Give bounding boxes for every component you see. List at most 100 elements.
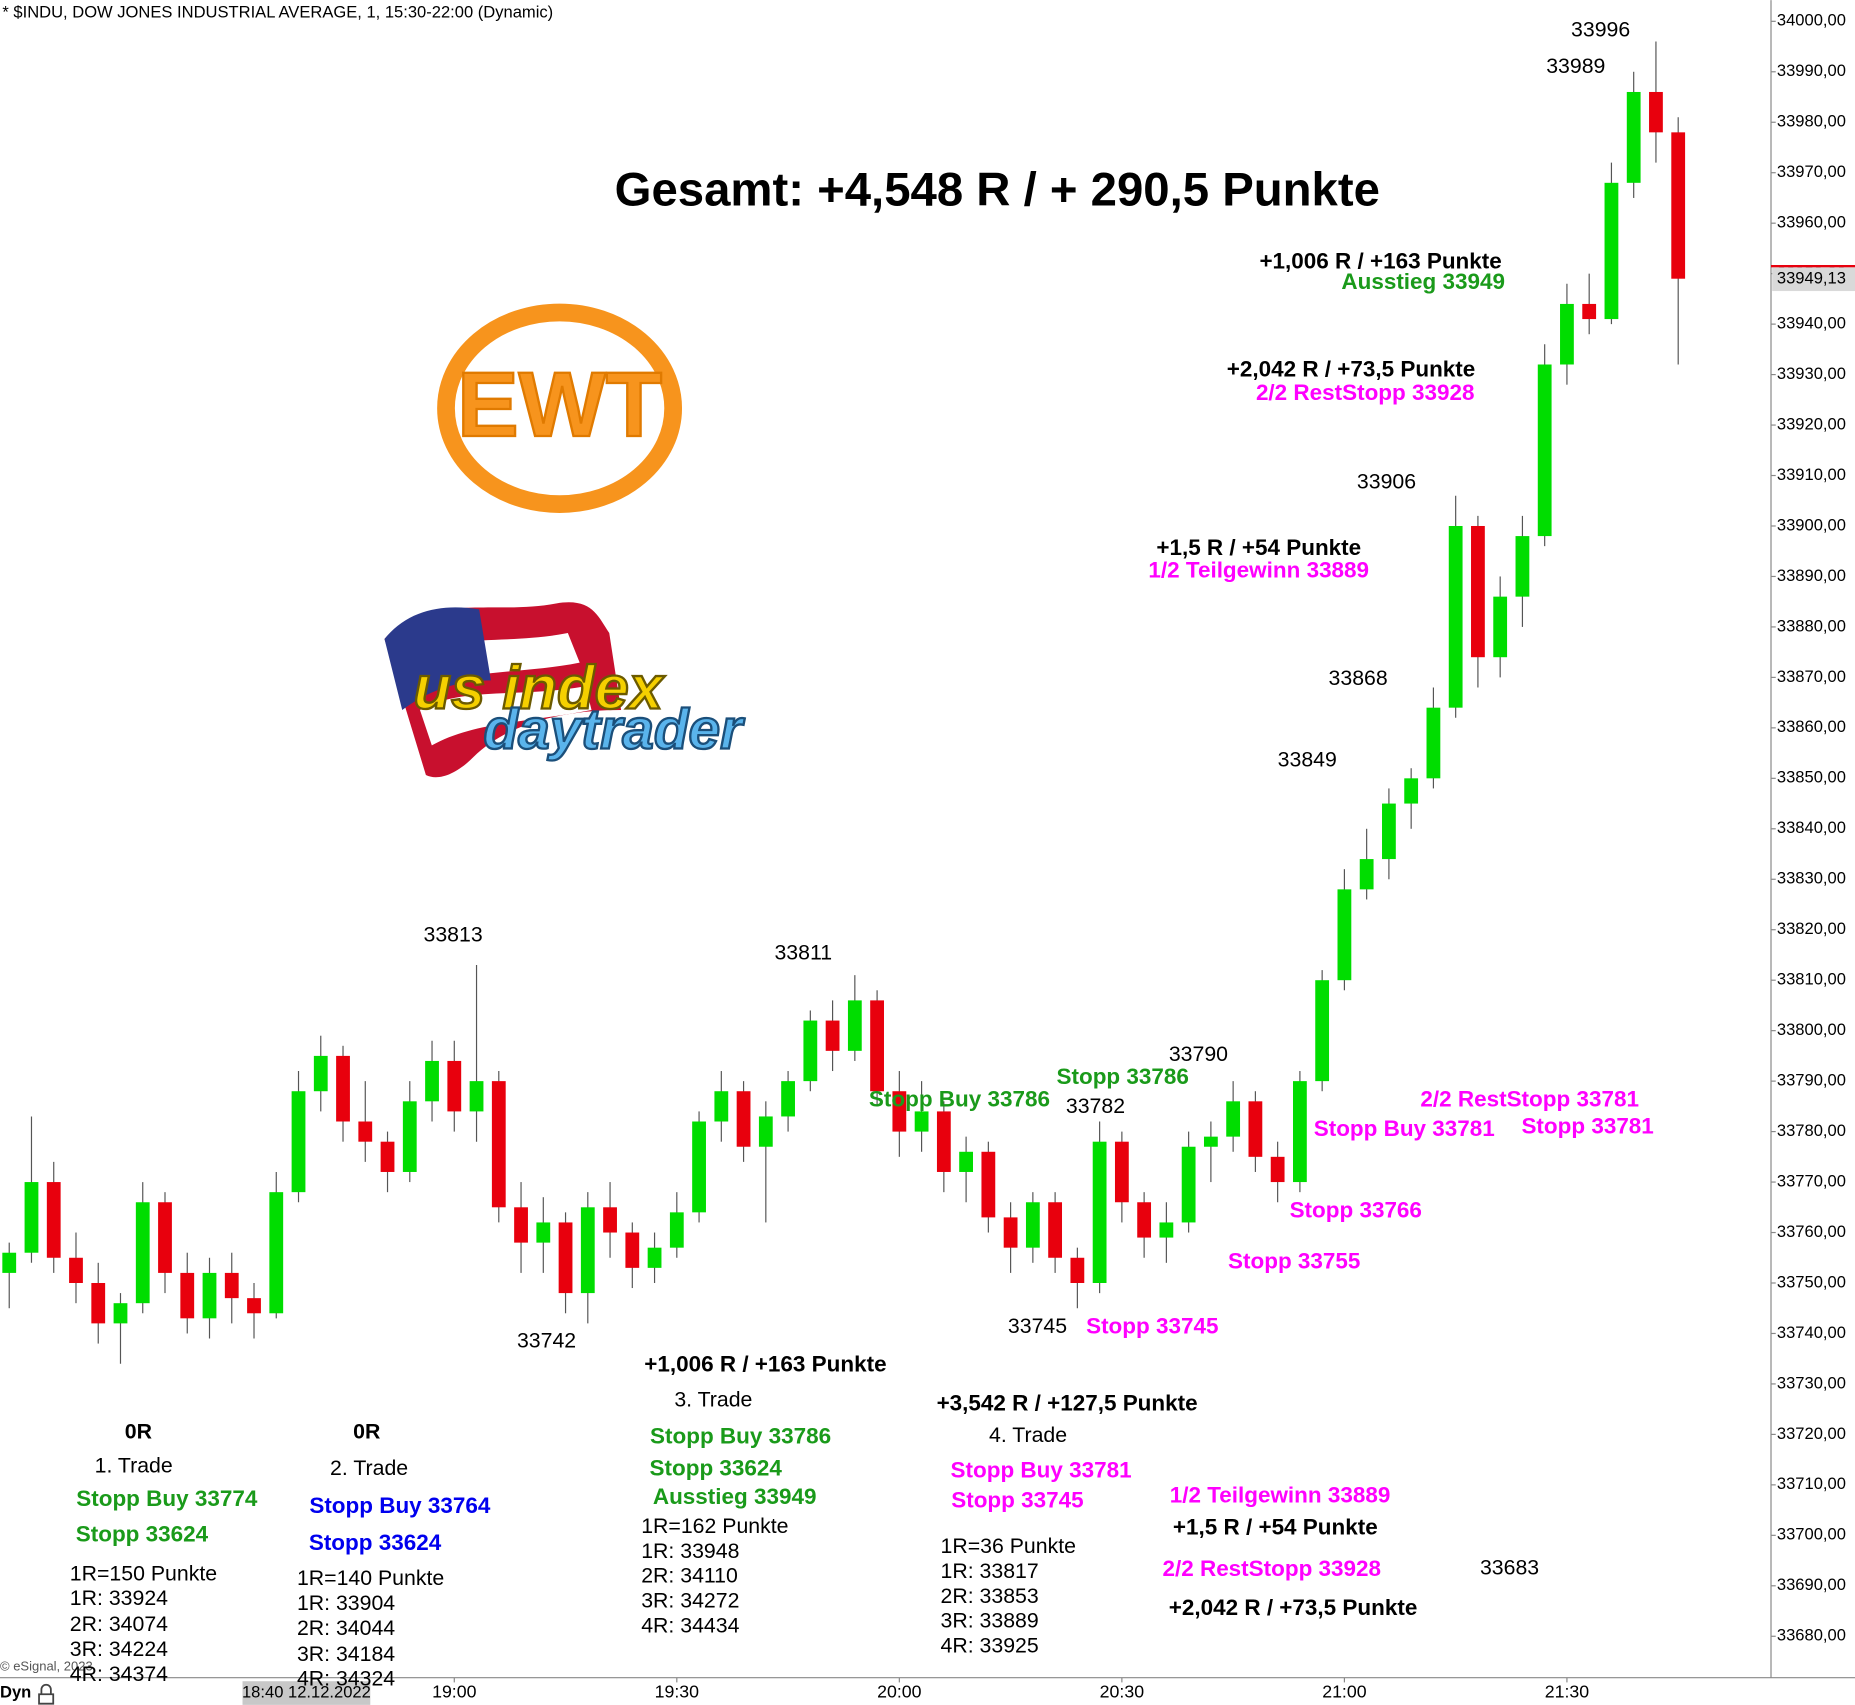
candle-body [2,1252,17,1273]
candle-body [847,1000,862,1051]
candle-body [1337,889,1352,981]
candle-body [1448,525,1463,708]
candle-body [224,1272,239,1299]
y-tick-label: 33910,00 [1777,465,1846,484]
y-tick-label: 33830,00 [1777,869,1846,888]
annotation: Stopp Buy 33781 [951,1458,1132,1483]
y-tick-label: 33790,00 [1777,1071,1846,1090]
last-price-label: 33949,13 [1777,269,1846,288]
y-tick-label: 34000,00 [1777,11,1846,30]
annotation: 1R: 33904 [297,1591,395,1615]
candle-body [380,1141,395,1172]
mode-label: Dyn [0,1682,31,1701]
annotation: Stopp 33745 [951,1487,1083,1512]
candle-body [736,1091,751,1147]
y-tick-label: 33900,00 [1777,515,1846,534]
candle-body [892,1091,907,1132]
y-tick-label: 33690,00 [1777,1575,1846,1594]
annotation: 33868 [1329,666,1388,690]
y-tick-label: 33820,00 [1777,919,1846,938]
annotation: Stopp 33624 [309,1530,442,1555]
annotation: 1R: 33817 [941,1559,1039,1583]
annotation: 1R: 33948 [641,1539,739,1563]
candle-body [1025,1202,1040,1248]
candle-body [603,1207,617,1233]
chart-title: * $INDU, DOW JONES INDUSTRIAL AVERAGE, 1… [2,3,553,22]
candle-body [647,1247,662,1268]
annotation: Stopp Buy 33786 [650,1423,831,1448]
annotation: 0R [125,1419,152,1443]
annotation: Stopp Buy 33764 [309,1493,491,1518]
candle-body [491,1081,506,1208]
candle-body [158,1202,172,1273]
annotations: Gesamt: +4,548 R / + 290,5 Punkte 33996 33… [70,18,1654,1691]
last-price-box [1772,267,1855,292]
y-tick-label: 33980,00 [1777,112,1846,131]
x-tick-label: 19:30 [655,1682,700,1702]
annotation: 2/2 RestStopp 33928 [1162,1556,1381,1581]
lock-icon[interactable] [38,1683,55,1705]
candle-body [1203,1136,1218,1147]
annotation: 4R: 34434 [641,1613,739,1637]
annotation: +1,006 R / +163 Punkte [644,1351,886,1376]
annotation: 1R=162 Punkte [641,1514,788,1538]
y-tick-label: 33840,00 [1777,818,1846,837]
candle-body [1248,1101,1263,1157]
annotation: +1,5 R / +54 Punkte [1173,1515,1378,1540]
y-tick-label: 33710,00 [1777,1474,1846,1493]
annotation: Stopp 33766 [1290,1197,1422,1222]
annotation: 1/2 Teilgewinn 33889 [1148,557,1369,582]
annotation: 4. Trade [989,1423,1067,1447]
annotation: 33683 [1480,1555,1539,1579]
brand-bottom: daytrader [483,699,745,762]
annotation: Stopp 33755 [1228,1248,1360,1273]
x-tick-label: 19:00 [432,1682,477,1702]
y-tick-label: 33780,00 [1777,1121,1846,1140]
annotation: 2R: 34044 [297,1616,395,1640]
annotation: 33811 [774,940,832,964]
annotation: 33996 [1571,18,1630,42]
candle-body [870,1000,884,1092]
candle-body [1181,1146,1196,1223]
candle-body [781,1081,795,1117]
candle-body [402,1101,417,1172]
candle-body [269,1192,284,1314]
annotation: 2R: 33853 [941,1584,1039,1608]
annotation: Stopp 33745 [1086,1313,1218,1338]
y-tick-label: 33940,00 [1777,313,1846,332]
candle-body [714,1091,729,1122]
candle-body [936,1111,951,1172]
candle-body [202,1272,217,1319]
annotation: +2,042 R / +73,5 Punkte [1169,1595,1418,1620]
annotation: Stopp 33786 [1057,1064,1189,1089]
y-tick-label: 33970,00 [1777,162,1846,181]
y-tick-label: 33860,00 [1777,717,1846,736]
cursor-label: 18:40 12.12.2022 [242,1682,371,1701]
y-tick-label: 33750,00 [1777,1272,1846,1291]
y-tick-label: 33730,00 [1777,1373,1846,1392]
candle-body [1070,1257,1085,1283]
candle-body [1649,91,1663,133]
candle-body [692,1121,706,1213]
logos: EWT us index daytrader [384,303,746,778]
annotation: 33790 [1169,1042,1228,1066]
annotation: Ausstieg 33949 [1341,269,1505,294]
candle-body [514,1207,528,1243]
candle-body [1404,778,1419,804]
annotation: Stopp 33624 [76,1522,209,1547]
candle-body [247,1298,261,1314]
candle-body [825,1020,840,1051]
annotation: 1R=150 Punkte [70,1561,217,1585]
candle-body [469,1081,484,1112]
y-tick-label: 33760,00 [1777,1222,1846,1241]
candle-body [1092,1141,1107,1283]
y-tick-label: 33680,00 [1777,1626,1846,1645]
annotation: 3R: 34224 [70,1637,168,1661]
y-tick-label: 33930,00 [1777,364,1846,383]
annotation: Stopp Buy 33774 [76,1486,258,1511]
x-tick-label: 21:30 [1545,1682,1590,1702]
brand-top: us index [414,653,666,722]
candle-body [558,1222,573,1294]
candle-body [291,1091,306,1193]
